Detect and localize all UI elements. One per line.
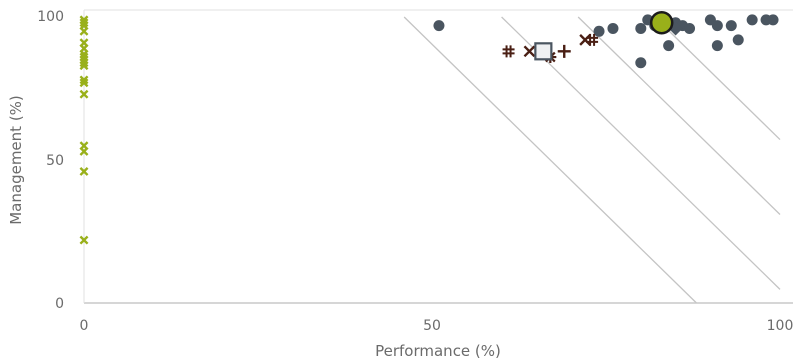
zero-performance-marker — [79, 78, 89, 88]
zero-performance-marker — [79, 235, 89, 245]
scatter-point — [593, 25, 605, 37]
y-tick-label: 100 — [37, 9, 64, 25]
y-tick-label: 0 — [55, 296, 64, 312]
scatter-point — [711, 20, 723, 32]
zero-performance-marker — [79, 18, 89, 28]
peer-hash-marker — [586, 33, 599, 46]
zero-performance-marker — [79, 89, 89, 99]
peer-x-marker — [523, 45, 536, 58]
x-tick-label: 50 — [423, 318, 441, 334]
zero-performance-marker — [79, 75, 89, 85]
scatter-point — [635, 22, 647, 34]
isolines-group — [403, 16, 781, 304]
data-marks-group — [79, 10, 779, 245]
scatter-point — [635, 57, 647, 69]
peer-plus-marker — [557, 44, 571, 58]
scatter-point — [725, 20, 737, 32]
median-square-marker — [534, 42, 553, 61]
scatter-point — [663, 40, 675, 52]
scatter-point — [746, 14, 758, 26]
scatter-point — [711, 40, 723, 52]
zero-performance-marker — [79, 26, 89, 36]
scatter-point — [732, 34, 744, 46]
scatter-point — [684, 22, 696, 34]
isoline — [501, 16, 781, 290]
zero-performance-marker — [79, 166, 89, 176]
y-tick-label: 50 — [46, 153, 64, 169]
scatter-point — [433, 20, 445, 32]
y-axis-title: Management (%) — [7, 95, 25, 225]
peer-hash-marker — [502, 45, 515, 58]
scatter-point — [767, 14, 779, 26]
x-tick-label: 0 — [80, 318, 89, 334]
peer-x-marker — [579, 34, 591, 46]
x-axis-title: Performance (%) — [375, 342, 501, 360]
isoline — [654, 16, 781, 141]
zero-performance-marker — [79, 146, 89, 156]
zero-performance-marker — [79, 58, 89, 68]
isoline — [403, 16, 697, 304]
x-tick-label: 100 — [767, 318, 793, 334]
zero-performance-marker — [79, 61, 89, 71]
highlighted-entity-marker — [649, 10, 674, 35]
isoline — [577, 16, 781, 215]
scatter-point — [607, 22, 619, 34]
